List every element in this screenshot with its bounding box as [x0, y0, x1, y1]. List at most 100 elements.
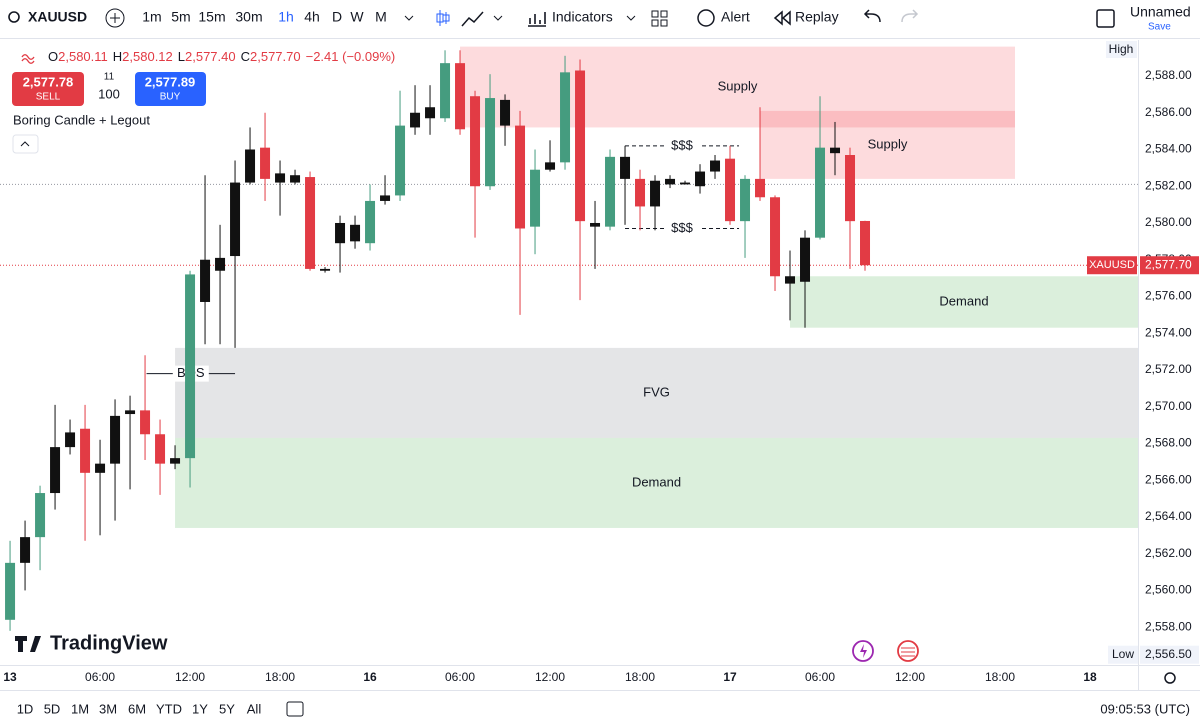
save-button[interactable]: Save [1148, 22, 1171, 33]
candle-body [665, 178, 676, 185]
candle-body [575, 70, 586, 222]
candle-body [605, 156, 616, 227]
legend-value: 2,577.40 [185, 49, 236, 64]
x-tick-label: 18 [1083, 670, 1097, 684]
chevron[interactable] [404, 15, 414, 21]
range-button[interactable]: 6M [128, 701, 146, 716]
low-tag [1108, 645, 1138, 664]
chevron[interactable] [626, 15, 636, 21]
x-tick-label: 18:00 [985, 670, 1015, 684]
replay-icon[interactable] [773, 10, 791, 26]
candle-body [290, 175, 301, 183]
layout-name[interactable]: Unnamed [1130, 4, 1191, 20]
x-tick-label: 12:00 [175, 670, 205, 684]
candle-body [725, 158, 736, 222]
range-button[interactable]: 1M [71, 701, 89, 716]
candle-body [860, 220, 871, 266]
price-tag [1140, 256, 1199, 275]
search-icon[interactable] [8, 11, 20, 23]
y-tick-label: 2,580.00 [1145, 215, 1192, 229]
indicators-button[interactable]: Indicators [552, 9, 613, 25]
zone [760, 110, 1016, 179]
interval[interactable]: 4h [304, 9, 320, 25]
range-button[interactable]: 5Y [219, 701, 235, 716]
alert-icon[interactable] [697, 9, 715, 27]
economic-icon[interactable] [897, 640, 919, 662]
candle-body [230, 182, 241, 257]
candle-body [320, 268, 331, 271]
y-tick-label: 2,558.00 [1145, 619, 1192, 633]
zone-label: FVG [643, 384, 670, 399]
redo[interactable] [901, 9, 919, 23]
x-tick-label: 13 [3, 670, 17, 684]
candle-body [5, 562, 16, 620]
sell-button[interactable] [12, 72, 84, 106]
candle-body [80, 428, 91, 473]
x-tick-label: 18:00 [265, 670, 295, 684]
quantity[interactable]: 100 [98, 86, 120, 101]
collapse-button[interactable] [12, 134, 39, 154]
legend-change: −2.41 (−0.09%) [306, 49, 396, 64]
add-symbol[interactable] [105, 8, 125, 28]
alert-button[interactable]: Alert [721, 9, 750, 25]
interval[interactable]: M [375, 9, 387, 25]
layout-icon[interactable] [651, 10, 668, 27]
bolt [860, 644, 867, 658]
candle-body [215, 257, 226, 271]
x-tick-label: 16 [363, 670, 377, 684]
candle-body [425, 107, 436, 119]
candle-body [650, 180, 661, 207]
chevron-up [20, 141, 30, 147]
candle-body [710, 160, 721, 172]
spread: 11 [104, 72, 115, 83]
interval[interactable]: 1m [142, 9, 161, 25]
candle-icon[interactable] [436, 10, 450, 26]
candle-body [245, 149, 256, 183]
range-button[interactable]: YTD [156, 701, 182, 716]
range-button[interactable]: 3M [99, 701, 117, 716]
range-button[interactable]: All [247, 701, 262, 716]
interval[interactable]: W [350, 9, 364, 25]
candle-body [125, 410, 136, 415]
legend-value: 2,577.70 [250, 49, 301, 64]
candle-body [170, 458, 181, 464]
range-button[interactable]: 5D [44, 701, 61, 716]
interval[interactable]: D [332, 9, 342, 25]
candle-body [545, 162, 556, 170]
candle-body [395, 125, 406, 196]
candle-body [155, 434, 166, 464]
candle-body [455, 63, 466, 130]
symbol-tag-label: XAUUSD [1089, 259, 1135, 271]
candle-body [740, 178, 751, 222]
range-button[interactable]: 1D [17, 701, 34, 716]
interval[interactable]: 15m [198, 9, 225, 25]
candle-body [560, 72, 571, 163]
annotation-label: $$$ [671, 137, 693, 152]
candle-body [695, 171, 706, 187]
interval[interactable]: 30m [235, 9, 262, 25]
buy-button[interactable] [135, 72, 206, 106]
indicator-name: Boring Candle + Legout [13, 112, 150, 127]
symbol[interactable]: XAUUSD [28, 9, 87, 25]
events-icon[interactable] [852, 640, 874, 662]
goto-date[interactable] [286, 701, 304, 717]
range-button[interactable]: 1Y [192, 701, 208, 716]
chevron[interactable] [493, 15, 503, 21]
interval[interactable]: 5m [171, 9, 190, 25]
replay-button[interactable]: Replay [795, 9, 839, 25]
zone [175, 437, 1138, 528]
settings-icon[interactable] [1164, 672, 1176, 684]
undo[interactable] [863, 9, 881, 23]
label-bg [664, 220, 701, 237]
line-icon[interactable] [461, 11, 484, 27]
candle-body [770, 197, 781, 277]
candle-body [620, 156, 631, 179]
indicators-icon[interactable] [528, 12, 546, 27]
layout-checkbox[interactable] [1096, 9, 1115, 28]
price-tag-label: 2,577.70 [1145, 257, 1192, 271]
interval[interactable]: 1h [278, 9, 294, 25]
candle-body [485, 98, 496, 187]
candle-body [50, 447, 61, 494]
